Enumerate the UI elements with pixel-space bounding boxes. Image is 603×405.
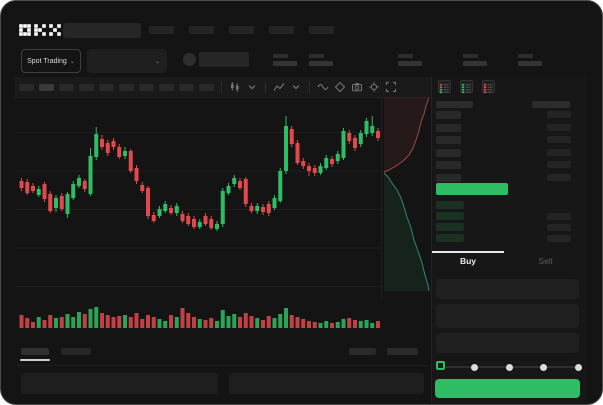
bid-row-price[interactable] — [436, 212, 464, 220]
search-input[interactable] — [63, 23, 141, 38]
ask-row-price[interactable] — [436, 148, 461, 157]
book-bids-icon[interactable] — [460, 80, 473, 94]
line-tools-icon[interactable] — [317, 81, 329, 93]
ticker-stat-5 — [518, 54, 542, 66]
bid-row-amount — [547, 224, 571, 231]
ask-row-price[interactable] — [436, 111, 461, 119]
timeframe-button-9[interactable] — [179, 83, 194, 91]
slider-stop-4[interactable] — [574, 363, 582, 371]
timeframe-button-4[interactable] — [79, 83, 94, 91]
slider-stop-3[interactable] — [540, 363, 547, 371]
bottom-panel-right — [229, 373, 424, 394]
tab-buy[interactable]: Buy — [432, 251, 504, 269]
tab-sell-label: Sell — [538, 256, 553, 266]
toolbar-divider — [265, 81, 266, 93]
orderbook-panel: Buy Sell — [431, 77, 586, 403]
nav-item-1[interactable] — [149, 26, 174, 34]
bottom-tab-active[interactable] — [21, 348, 49, 355]
timeframe-button-6[interactable] — [119, 83, 134, 91]
coin-avatar — [183, 53, 196, 66]
nav-menu — [149, 26, 334, 34]
okx-logo[interactable] — [19, 24, 61, 36]
amount-slider[interactable] — [435, 360, 582, 371]
toolbar-divider — [309, 81, 310, 93]
nav-item-2[interactable] — [189, 26, 214, 34]
slider-stop-1[interactable] — [471, 363, 478, 371]
timeframe-button-8[interactable] — [159, 83, 174, 91]
orderbook-last-price[interactable] — [436, 183, 508, 195]
indicators-icon[interactable] — [273, 81, 285, 93]
amount-field[interactable] — [436, 304, 579, 328]
market-type-label: Spot Trading — [27, 57, 67, 65]
bottom-tab-2[interactable] — [61, 348, 91, 355]
ticker-stat-2 — [309, 54, 333, 66]
ticker-stat-1 — [273, 54, 297, 66]
bottom-tab-active-underline — [20, 359, 50, 361]
ask-row-price[interactable] — [436, 173, 461, 182]
trade-tabs: Buy Sell — [432, 251, 587, 269]
ask-row-amount — [547, 136, 571, 143]
buy-submit-button[interactable] — [435, 379, 580, 398]
book-asks-icon[interactable] — [482, 80, 495, 94]
nav-item-3[interactable] — [229, 26, 254, 34]
chevron-down-icon[interactable] — [290, 81, 302, 93]
nav-item-5[interactable] — [309, 26, 334, 34]
draw-icon[interactable] — [334, 81, 346, 93]
slider-handle[interactable] — [435, 360, 445, 370]
book-both-icon[interactable] — [438, 80, 451, 94]
timeframe-button-1[interactable] — [19, 83, 34, 91]
bid-row-price[interactable] — [436, 201, 464, 209]
ask-row-price[interactable] — [436, 136, 461, 144]
candlestick-chart[interactable] — [15, 99, 381, 341]
chevron-down-icon: ⌄ — [69, 58, 75, 65]
ask-row-amount — [547, 148, 571, 156]
settings-icon[interactable] — [368, 81, 380, 93]
bid-row-price[interactable] — [436, 234, 464, 242]
chevron-down-icon: ⌄ — [154, 58, 160, 65]
bottom-action-2[interactable] — [387, 348, 418, 355]
ask-row-price[interactable] — [436, 161, 461, 169]
orderbook-amount-header — [532, 101, 570, 108]
ask-row-amount — [547, 161, 571, 168]
chart-toolbar — [19, 80, 397, 94]
bottom-panel-left — [21, 373, 218, 394]
ask-row-amount — [547, 173, 571, 181]
chevron-down-icon[interactable] — [246, 81, 258, 93]
ticker-stat-4 — [463, 54, 487, 66]
market-type-dropdown[interactable]: Spot Trading ⌄ — [21, 49, 81, 73]
bottom-action-1[interactable] — [349, 348, 376, 355]
slider-stop-2[interactable] — [505, 363, 513, 371]
ask-row-amount — [547, 111, 571, 118]
pair-selector-dropdown[interactable]: ⌄ — [87, 49, 167, 73]
timeframe-button-7[interactable] — [139, 83, 154, 91]
candlestick-style-icon[interactable] — [229, 81, 241, 93]
tab-sell[interactable]: Sell — [504, 251, 587, 269]
tab-buy-label: Buy — [459, 256, 477, 266]
orderbook-price-header — [436, 101, 473, 108]
toolbar-divider — [221, 81, 222, 93]
bid-row-amount — [547, 213, 571, 220]
ask-row-price[interactable] — [436, 123, 461, 132]
depth-chart[interactable] — [381, 97, 430, 298]
timeframe-button-5[interactable] — [99, 83, 114, 91]
timeframe-button-3[interactable] — [59, 83, 74, 91]
ask-row-amount — [547, 123, 571, 131]
nav-item-4[interactable] — [269, 26, 294, 34]
bottom-divider — [17, 365, 427, 366]
fullscreen-icon[interactable] — [385, 81, 397, 93]
ticker-stat-3 — [398, 54, 422, 66]
camera-icon[interactable] — [351, 81, 363, 93]
price-field[interactable] — [436, 279, 579, 299]
bid-row-price[interactable] — [436, 223, 464, 231]
orderbook-view-switcher — [438, 80, 495, 94]
total-field[interactable] — [436, 333, 579, 353]
timeframe-button-2[interactable] — [39, 83, 54, 91]
last-price-placeholder — [199, 52, 249, 67]
bid-row-amount — [547, 235, 571, 242]
timeframe-button-10[interactable] — [199, 83, 214, 91]
